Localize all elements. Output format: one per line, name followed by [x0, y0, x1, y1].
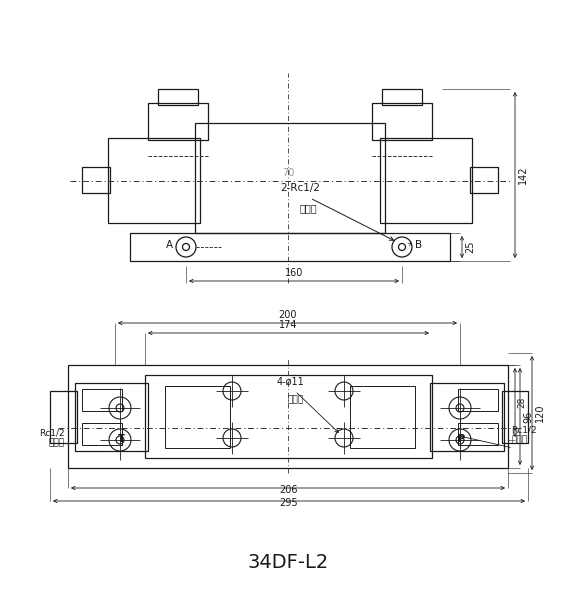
- Text: 142: 142: [518, 166, 528, 185]
- Bar: [380, 138, 472, 223]
- Text: A: A: [166, 240, 173, 250]
- Bar: [430, 383, 504, 451]
- Bar: [502, 391, 528, 443]
- Text: B: B: [415, 240, 422, 250]
- Bar: [165, 386, 230, 448]
- Bar: [50, 391, 77, 443]
- Text: 25: 25: [465, 241, 475, 253]
- Text: 出油口: 出油口: [299, 203, 317, 213]
- Text: 进油口: 进油口: [511, 435, 527, 444]
- Text: 174: 174: [279, 320, 298, 330]
- Bar: [372, 103, 432, 140]
- Text: 28: 28: [517, 397, 526, 408]
- Bar: [350, 386, 415, 448]
- Bar: [195, 123, 385, 233]
- Bar: [148, 103, 208, 140]
- Text: 安装孔: 安装孔: [288, 395, 304, 404]
- Text: 200: 200: [278, 310, 297, 320]
- Text: T: T: [118, 434, 124, 444]
- Text: 回油口: 回油口: [49, 438, 65, 447]
- Bar: [82, 389, 122, 411]
- Text: 2-Rc1/2: 2-Rc1/2: [280, 183, 320, 193]
- Bar: [458, 389, 498, 411]
- Text: 34DF-L2: 34DF-L2: [247, 554, 329, 573]
- Bar: [82, 167, 110, 193]
- Text: 96: 96: [523, 410, 533, 422]
- Text: P: P: [457, 434, 465, 444]
- Bar: [130, 233, 450, 261]
- Text: 120: 120: [535, 404, 545, 422]
- Text: 206: 206: [279, 485, 297, 495]
- Bar: [470, 167, 498, 193]
- Text: 70: 70: [282, 168, 294, 178]
- Text: 295: 295: [280, 498, 298, 508]
- Text: Rc1/2: Rc1/2: [39, 428, 65, 438]
- Bar: [158, 89, 198, 105]
- Text: 4-ø11: 4-ø11: [276, 377, 304, 387]
- Bar: [108, 138, 200, 223]
- Bar: [145, 375, 432, 458]
- Bar: [68, 365, 508, 468]
- Bar: [82, 423, 122, 445]
- Bar: [382, 89, 422, 105]
- Text: Rc1/2: Rc1/2: [511, 425, 537, 435]
- Bar: [458, 423, 498, 445]
- Bar: [75, 383, 148, 451]
- Text: 160: 160: [285, 268, 303, 278]
